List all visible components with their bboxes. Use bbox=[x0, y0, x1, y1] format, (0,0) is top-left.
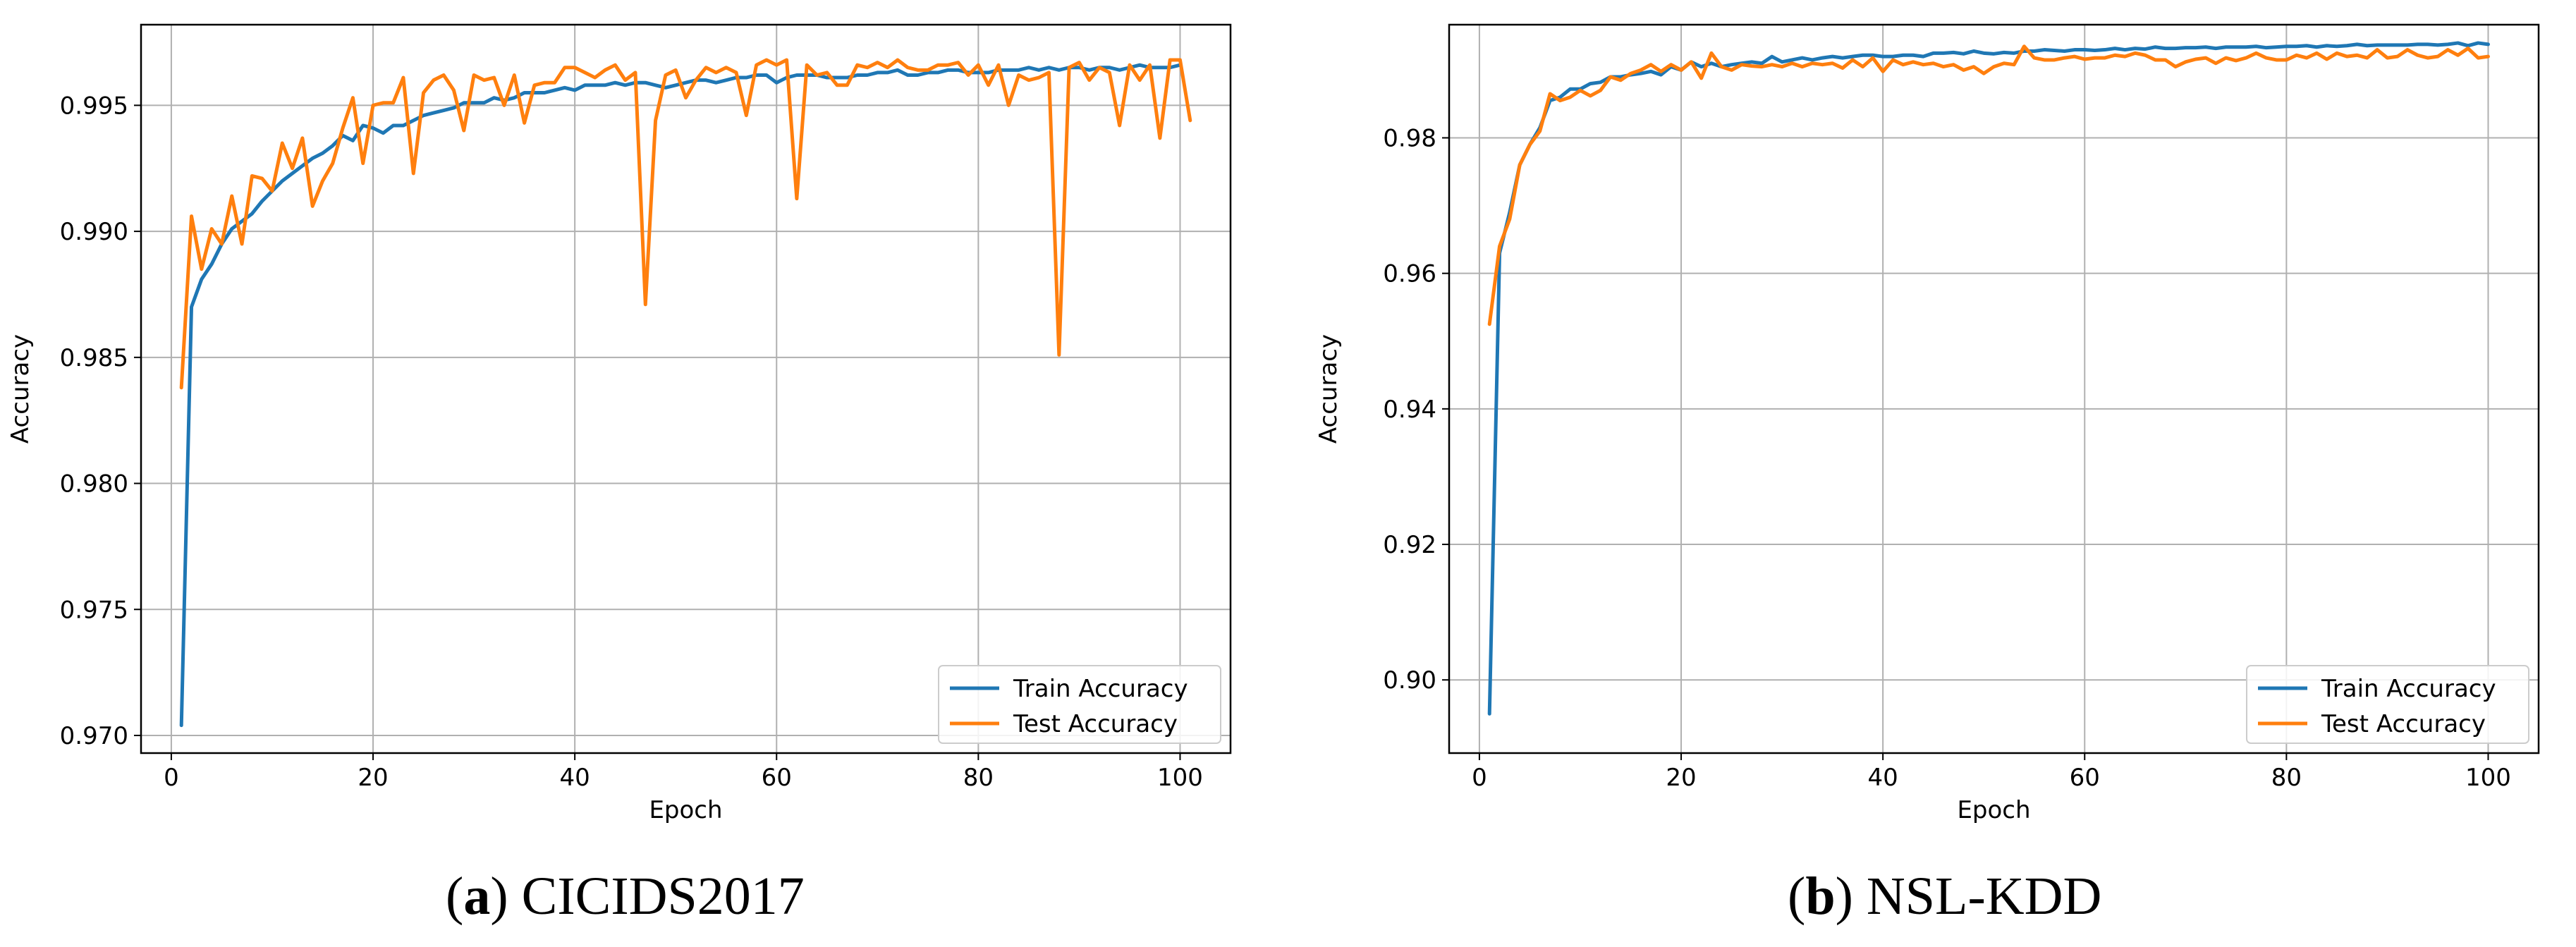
legend-label: Train Accuracy bbox=[2321, 675, 2496, 703]
y-tick-label: 0.995 bbox=[60, 92, 128, 120]
y-tick-label: 0.975 bbox=[60, 596, 128, 624]
y-tick-label: 0.980 bbox=[60, 470, 128, 499]
x-tick-label: 100 bbox=[1157, 764, 1203, 792]
y-tick-label: 0.94 bbox=[1383, 396, 1436, 424]
legend-label: Train Accuracy bbox=[1013, 675, 1188, 703]
x-axis-label: Epoch bbox=[1957, 796, 2030, 824]
y-axis-label: Accuracy bbox=[6, 334, 35, 444]
legend-box bbox=[2246, 665, 2529, 744]
caption-a-letter: a bbox=[463, 867, 491, 926]
legend: Train Accuracy Test Accuracy bbox=[938, 665, 1221, 744]
y-axis-label: Accuracy bbox=[1314, 334, 1343, 444]
caption-b-letter: b bbox=[1805, 867, 1836, 926]
y-tick-label: 0.990 bbox=[60, 218, 128, 246]
caption-b-text: NSL-KDD bbox=[1866, 867, 2102, 926]
x-tick-label: 80 bbox=[963, 764, 994, 792]
legend: Train Accuracy Test Accuracy bbox=[2246, 665, 2529, 744]
series-line-test-accuracy bbox=[1487, 44, 2490, 326]
y-tick-label: 0.98 bbox=[1383, 124, 1436, 152]
x-tick-label: 20 bbox=[358, 764, 388, 792]
legend-label: Test Accuracy bbox=[1013, 710, 1178, 738]
axes-frame bbox=[140, 23, 1232, 754]
caption-a-text: CICIDS2017 bbox=[521, 867, 805, 926]
x-tick-label: 60 bbox=[762, 764, 792, 792]
y-tick-label: 0.92 bbox=[1383, 531, 1436, 559]
x-tick-label: 80 bbox=[2271, 764, 2302, 792]
x-tick-label: 60 bbox=[2070, 764, 2100, 792]
caption-a: (a) CICIDS2017 bbox=[446, 867, 805, 926]
x-tick-label: 100 bbox=[2465, 764, 2511, 792]
y-tick-label: 0.96 bbox=[1383, 260, 1436, 288]
caption-b: (b) NSL-KDD bbox=[1788, 867, 2102, 926]
x-axis-label: Epoch bbox=[649, 796, 722, 824]
chart-panel-cicids2017: 0 20 40 60 80 100 0.970 0.975 0.980 0.985 0.990 0.9… bbox=[6, 23, 1232, 824]
x-tick-label: 40 bbox=[1868, 764, 1898, 792]
x-tick-label: 0 bbox=[164, 764, 179, 792]
y-tick-label: 0.985 bbox=[60, 344, 128, 372]
legend-box bbox=[938, 665, 1221, 744]
legend-label: Test Accuracy bbox=[2321, 710, 2486, 738]
y-tick-label: 0.970 bbox=[60, 722, 128, 750]
chart-panel-nsl-kdd: 0 20 40 60 80 100 0.90 0.92 0.94 0.96 0.98 Epoch Acc… bbox=[1314, 23, 2540, 824]
x-tick-label: 20 bbox=[1666, 764, 1696, 792]
y-tick-label: 0.90 bbox=[1383, 666, 1436, 695]
x-tick-label: 40 bbox=[560, 764, 590, 792]
x-tick-label: 0 bbox=[1472, 764, 1487, 792]
series-line-train-accuracy bbox=[1487, 41, 2490, 716]
series-line-test-accuracy bbox=[179, 58, 1192, 390]
axes-frame bbox=[1448, 23, 2540, 754]
